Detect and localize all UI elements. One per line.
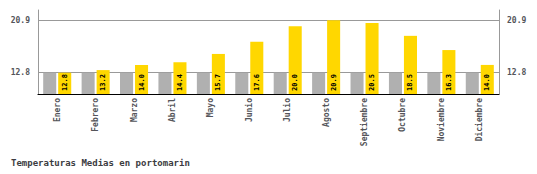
svg-text:12.8: 12.8 [11, 68, 30, 77]
svg-text:14.0: 14.0 [483, 74, 491, 91]
svg-text:Septiembre: Septiembre [359, 98, 369, 146]
svg-text:20.0: 20.0 [291, 74, 299, 91]
svg-text:12.8: 12.8 [61, 74, 69, 91]
svg-text:Enero: Enero [53, 98, 62, 122]
svg-text:13.2: 13.2 [99, 74, 107, 91]
svg-text:Marzo: Marzo [130, 98, 139, 122]
svg-text:Abril: Abril [167, 98, 177, 122]
svg-text:18.5: 18.5 [406, 74, 414, 91]
svg-text:17.6: 17.6 [253, 74, 261, 91]
svg-text:Noviembre: Noviembre [436, 98, 446, 142]
svg-text:15.7: 15.7 [214, 74, 222, 91]
svg-text:20.5: 20.5 [368, 74, 376, 91]
svg-text:Octubre: Octubre [398, 98, 407, 132]
svg-text:14.0: 14.0 [138, 74, 146, 91]
svg-text:14.4: 14.4 [176, 74, 184, 91]
svg-text:Temperaturas Medias en portoma: Temperaturas Medias en portomarin [11, 158, 190, 168]
svg-text:12.8: 12.8 [507, 68, 526, 77]
svg-text:20.9: 20.9 [507, 16, 526, 25]
svg-text:16.3: 16.3 [445, 74, 453, 91]
svg-text:Julio: Julio [282, 98, 292, 122]
svg-text:Junio: Junio [244, 98, 254, 122]
svg-text:Diciembre: Diciembre [474, 98, 484, 142]
svg-text:20.9: 20.9 [11, 16, 30, 25]
svg-text:20.9: 20.9 [330, 74, 338, 91]
svg-text:Mayo: Mayo [206, 98, 215, 117]
svg-text:Agosto: Agosto [322, 98, 331, 127]
svg-text:Febrero: Febrero [91, 98, 100, 132]
